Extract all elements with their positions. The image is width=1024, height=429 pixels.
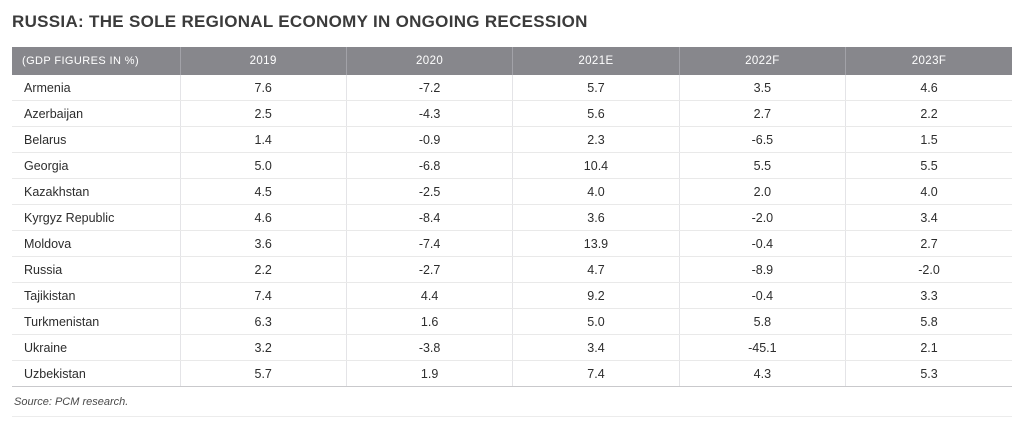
value-cell: -7.4 (346, 230, 514, 257)
value-cell: 5.8 (845, 308, 1012, 335)
table-row: Uzbekistan 5.7 1.9 7.4 4.3 5.3 (12, 360, 1012, 387)
value-cell: 10.4 (512, 152, 680, 179)
value-cell: 7.6 (180, 75, 347, 101)
column-header-gdp-figures: (GDP FIGURES IN %) (12, 47, 181, 75)
value-cell: -2.0 (679, 204, 847, 231)
column-header-2019: 2019 (180, 47, 347, 75)
value-cell: 2.5 (180, 100, 347, 127)
value-cell: 1.5 (845, 126, 1012, 153)
value-cell: 5.5 (679, 152, 847, 179)
country-cell: Uzbekistan (12, 360, 181, 387)
table-row: Kazakhstan 4.5 -2.5 4.0 2.0 4.0 (12, 178, 1012, 205)
country-cell: Tajikistan (12, 282, 181, 309)
value-cell: 3.4 (845, 204, 1012, 231)
table-header-row: (GDP FIGURES IN %) 2019 2020 2021E 2022F… (12, 47, 1012, 75)
table-row: Georgia 5.0 -6.8 10.4 5.5 5.5 (12, 152, 1012, 179)
table-row: Moldova 3.6 -7.4 13.9 -0.4 2.7 (12, 230, 1012, 257)
country-cell: Kyrgyz Republic (12, 204, 181, 231)
value-cell: 5.7 (180, 360, 347, 387)
page-title: RUSSIA: THE SOLE REGIONAL ECONOMY IN ONG… (12, 12, 588, 31)
country-cell: Russia (12, 256, 181, 283)
value-cell: 4.6 (845, 75, 1012, 101)
gdp-table: (GDP FIGURES IN %) 2019 2020 2021E 2022F… (12, 47, 1012, 387)
value-cell: -8.4 (346, 204, 514, 231)
country-cell: Turkmenistan (12, 308, 181, 335)
value-cell: 4.0 (512, 178, 680, 205)
table-row: Tajikistan 7.4 4.4 9.2 -0.4 3.3 (12, 282, 1012, 309)
value-cell: 5.6 (512, 100, 680, 127)
source-note: Source: PCM research. (14, 396, 129, 408)
value-cell: -6.5 (679, 126, 847, 153)
value-cell: 4.5 (180, 178, 347, 205)
column-header-2021e: 2021E (512, 47, 680, 75)
value-cell: 2.3 (512, 126, 680, 153)
value-cell: -45.1 (679, 334, 847, 361)
column-header-2022f: 2022F (679, 47, 847, 75)
table-body: Armenia 7.6 -7.2 5.7 3.5 4.6 Azerbaijan 2.5 -4.3… (12, 75, 1012, 387)
country-cell: Armenia (12, 75, 181, 101)
value-cell: -7.2 (346, 75, 514, 101)
value-cell: -3.8 (346, 334, 514, 361)
value-cell: 9.2 (512, 282, 680, 309)
value-cell: 1.4 (180, 126, 347, 153)
value-cell: 3.6 (512, 204, 680, 231)
country-cell: Georgia (12, 152, 181, 179)
table-row: Ukraine 3.2 -3.8 3.4 -45.1 2.1 (12, 334, 1012, 361)
value-cell: 2.7 (679, 100, 847, 127)
value-cell: 4.3 (679, 360, 847, 387)
country-cell: Ukraine (12, 334, 181, 361)
table-row: Kyrgyz Republic 4.6 -8.4 3.6 -2.0 3.4 (12, 204, 1012, 231)
value-cell: 3.6 (180, 230, 347, 257)
table-row: Armenia 7.6 -7.2 5.7 3.5 4.6 (12, 75, 1012, 101)
country-cell: Azerbaijan (12, 100, 181, 127)
value-cell: -8.9 (679, 256, 847, 283)
value-cell: -4.3 (346, 100, 514, 127)
value-cell: 5.8 (679, 308, 847, 335)
column-header-2023f: 2023F (845, 47, 1012, 75)
value-cell: 4.4 (346, 282, 514, 309)
value-cell: 5.0 (180, 152, 347, 179)
value-cell: 7.4 (512, 360, 680, 387)
table-row: Turkmenistan 6.3 1.6 5.0 5.8 5.8 (12, 308, 1012, 335)
value-cell: -2.0 (845, 256, 1012, 283)
value-cell: -0.4 (679, 282, 847, 309)
column-header-2020: 2020 (346, 47, 514, 75)
value-cell: 2.2 (180, 256, 347, 283)
footer-divider (12, 416, 1012, 417)
value-cell: -6.8 (346, 152, 514, 179)
value-cell: 2.0 (679, 178, 847, 205)
value-cell: 13.9 (512, 230, 680, 257)
value-cell: 3.4 (512, 334, 680, 361)
value-cell: 3.3 (845, 282, 1012, 309)
value-cell: 1.6 (346, 308, 514, 335)
value-cell: -0.9 (346, 126, 514, 153)
value-cell: 3.5 (679, 75, 847, 101)
value-cell: 5.0 (512, 308, 680, 335)
country-cell: Moldova (12, 230, 181, 257)
country-cell: Kazakhstan (12, 178, 181, 205)
value-cell: 2.1 (845, 334, 1012, 361)
value-cell: 1.9 (346, 360, 514, 387)
country-cell: Belarus (12, 126, 181, 153)
table-row: Belarus 1.4 -0.9 2.3 -6.5 1.5 (12, 126, 1012, 153)
value-cell: 6.3 (180, 308, 347, 335)
table-row: Azerbaijan 2.5 -4.3 5.6 2.7 2.2 (12, 100, 1012, 127)
value-cell: 2.7 (845, 230, 1012, 257)
value-cell: -2.5 (346, 178, 514, 205)
value-cell: 5.5 (845, 152, 1012, 179)
value-cell: 4.6 (180, 204, 347, 231)
value-cell: 5.3 (845, 360, 1012, 387)
value-cell: -0.4 (679, 230, 847, 257)
value-cell: 3.2 (180, 334, 347, 361)
table-row: Russia 2.2 -2.7 4.7 -8.9 -2.0 (12, 256, 1012, 283)
value-cell: 2.2 (845, 100, 1012, 127)
value-cell: 7.4 (180, 282, 347, 309)
value-cell: 5.7 (512, 75, 680, 101)
value-cell: 4.7 (512, 256, 680, 283)
value-cell: 4.0 (845, 178, 1012, 205)
value-cell: -2.7 (346, 256, 514, 283)
